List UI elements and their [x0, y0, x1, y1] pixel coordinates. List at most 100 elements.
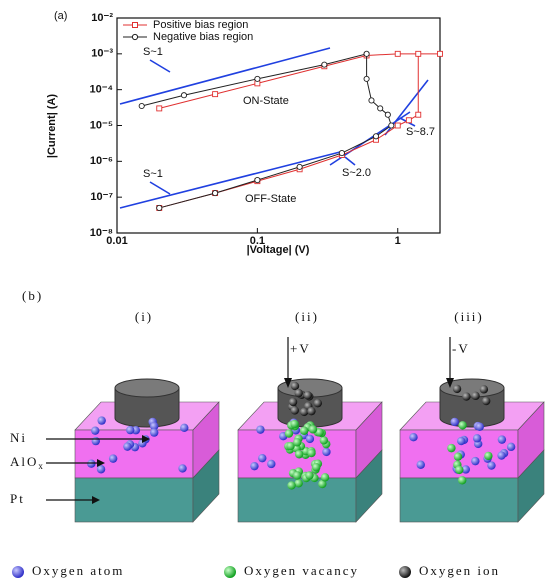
column-label: (iii) — [454, 309, 484, 324]
column-label: (ii) — [295, 309, 319, 324]
arrow-head — [92, 496, 100, 504]
particle — [290, 381, 300, 391]
marker — [212, 91, 219, 98]
particle — [126, 425, 135, 435]
particle — [461, 465, 470, 474]
marker — [156, 105, 163, 112]
particle — [294, 479, 303, 488]
arrow-head — [142, 435, 150, 443]
legend-label: Negative bias region — [153, 31, 253, 43]
particle — [313, 398, 323, 408]
marker — [338, 150, 345, 157]
layer-name: AlO — [10, 454, 38, 469]
particle — [458, 476, 467, 485]
particle — [450, 417, 459, 427]
particle — [294, 388, 303, 398]
layer-name: Pt — [10, 491, 25, 506]
pt-side — [192, 449, 220, 523]
particle — [458, 421, 467, 430]
particle — [452, 384, 462, 394]
particle — [455, 465, 464, 475]
particle — [108, 454, 118, 463]
marker — [363, 75, 370, 82]
fit-line — [119, 151, 341, 209]
particle — [286, 441, 295, 451]
particle — [475, 422, 484, 431]
layer-label: AlOx — [10, 454, 45, 471]
series-line — [159, 53, 440, 209]
particle — [453, 452, 463, 461]
particle — [484, 451, 493, 461]
marker — [138, 102, 145, 110]
particle — [305, 471, 314, 480]
particle — [150, 422, 159, 431]
particle — [318, 479, 327, 489]
chart: (a) |Voltage| (V) |Current| (A) 0.01 0.1 1… — [46, 10, 443, 256]
particle — [462, 392, 471, 401]
marker — [296, 163, 303, 170]
particle — [293, 438, 302, 447]
particle — [506, 442, 516, 452]
x-axis-label: |Voltage| (V) — [247, 244, 310, 256]
particle — [178, 464, 187, 473]
legend-label: Oxygen atom — [32, 563, 124, 578]
particle — [497, 451, 506, 460]
particle — [123, 442, 132, 451]
marker — [321, 61, 328, 68]
particle — [150, 428, 159, 437]
y-axis-label: |Current| (A) — [46, 94, 58, 159]
particle — [471, 456, 480, 466]
particle — [267, 459, 276, 469]
particle — [303, 391, 313, 400]
layer-subscript: x — [38, 461, 45, 471]
particle — [292, 471, 302, 480]
particle — [487, 461, 496, 470]
particle — [308, 425, 318, 434]
legend-particle — [224, 566, 236, 578]
particle — [471, 391, 480, 401]
oxide-front — [74, 429, 194, 479]
arrow-head — [284, 378, 292, 388]
particle — [315, 428, 324, 437]
marker — [388, 122, 395, 129]
particle — [299, 407, 309, 417]
legend-marker — [131, 33, 139, 41]
legend-label: Oxygen vacancy — [244, 563, 359, 578]
marker — [415, 111, 422, 118]
diagram: (b) (i) (ii) +V (iii) -V Ni AlOx Pt Oxygen atom O… — [10, 288, 545, 578]
y-tick-label: 10⁻⁶ — [90, 155, 113, 167]
voltage-label: +V — [290, 341, 311, 356]
particle — [256, 425, 265, 434]
particle — [409, 432, 418, 442]
particle — [288, 397, 298, 407]
marker — [254, 75, 261, 82]
particle — [87, 459, 96, 468]
particle — [96, 465, 106, 474]
layer-label: Pt — [10, 491, 25, 506]
particle — [320, 473, 330, 482]
marker — [405, 117, 412, 124]
particle — [284, 429, 294, 438]
series-line — [141, 53, 392, 209]
particle — [479, 385, 489, 394]
annotation-arrow — [149, 59, 171, 73]
y-tick-label: 10⁻² — [91, 12, 113, 24]
particle — [497, 435, 507, 444]
marker — [212, 190, 219, 197]
marker — [368, 97, 375, 104]
y-tick-label: 10⁻⁵ — [90, 119, 113, 131]
particle — [416, 460, 425, 469]
annotation: S~8.7 — [406, 126, 435, 138]
particle — [294, 450, 304, 459]
particle — [307, 406, 316, 416]
annotation: S~1 — [143, 46, 163, 58]
particle — [307, 448, 316, 458]
marker — [372, 133, 380, 140]
particle — [457, 436, 466, 446]
layer-name: Ni — [10, 430, 27, 445]
particle — [447, 443, 456, 453]
electrode-body — [114, 387, 180, 428]
particle — [299, 426, 309, 435]
pt-side — [517, 449, 545, 523]
particle — [290, 406, 299, 415]
